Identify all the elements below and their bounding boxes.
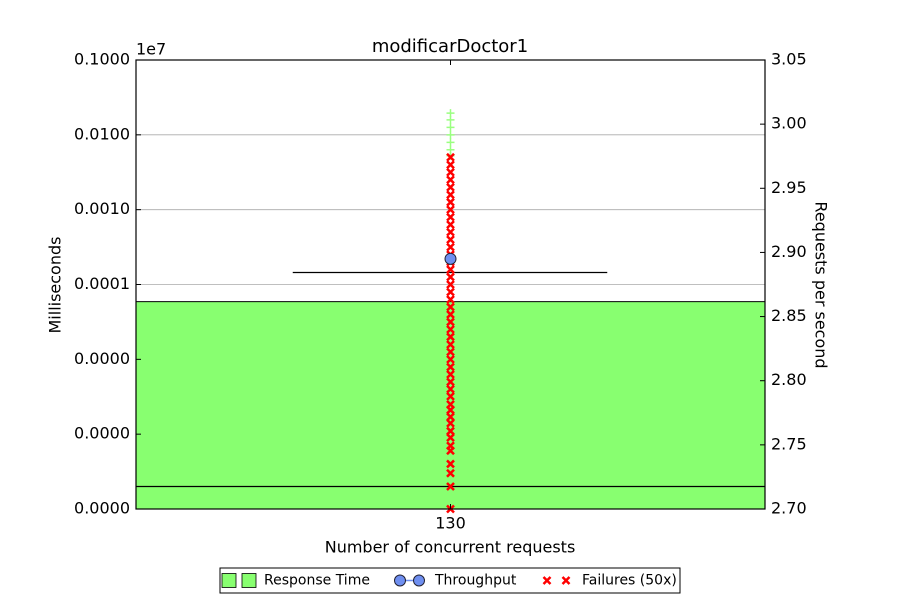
y-offset-label: 1e7 xyxy=(136,40,166,59)
failure-marker xyxy=(446,190,455,200)
failure-marker xyxy=(446,175,455,185)
y-tick-label: 0.0100 xyxy=(74,124,130,143)
y2-tick-label: 2.95 xyxy=(771,178,807,197)
failure-marker xyxy=(446,197,455,207)
failure-marker xyxy=(446,377,455,387)
failure-marker xyxy=(446,354,455,364)
failure-marker xyxy=(446,265,455,274)
failure-marker xyxy=(446,340,455,349)
failure-marker xyxy=(446,400,455,409)
y-tick-label: 0.0010 xyxy=(74,199,130,218)
y-tick-label: 0.1000 xyxy=(74,50,130,69)
legend-swatch xyxy=(221,573,237,588)
failure-marker xyxy=(446,426,455,436)
failure-marker xyxy=(446,182,455,192)
failure-marker xyxy=(446,391,455,401)
y2-tick-label: 2.70 xyxy=(771,499,807,518)
failure-marker xyxy=(446,287,455,297)
chart-title: modificarDoctor1 xyxy=(372,36,528,57)
response-sample xyxy=(446,109,455,118)
failure-marker xyxy=(446,433,455,442)
failure-marker xyxy=(446,412,455,422)
failure-marker xyxy=(446,160,455,170)
failure-marker xyxy=(446,369,455,379)
failure-marker xyxy=(446,272,455,282)
response-sample xyxy=(446,138,455,147)
y2-tick-label: 2.85 xyxy=(771,306,807,325)
y2-tick-label: 3.05 xyxy=(771,50,807,69)
failure-marker xyxy=(446,332,455,342)
failure-marker xyxy=(446,295,455,304)
x-tick-label: 130 xyxy=(435,514,466,533)
failure-marker xyxy=(446,441,455,451)
response-sample xyxy=(446,115,455,124)
legend-label: Throughput xyxy=(434,573,517,589)
throughput-point xyxy=(444,252,457,265)
legend-marker xyxy=(542,576,552,585)
failure-marker xyxy=(446,280,455,289)
y-axis-label: Milliseconds xyxy=(46,237,65,334)
response-sample xyxy=(446,130,455,139)
legend-swatch xyxy=(241,573,257,588)
y-tick-label: 0.0001 xyxy=(74,274,130,293)
y2-tick-label: 2.75 xyxy=(771,434,807,453)
failure-marker xyxy=(446,205,455,215)
failure-marker xyxy=(446,220,455,230)
failure-marker xyxy=(446,384,455,394)
failure-marker xyxy=(446,212,455,222)
y-tick-label: 0.0000 xyxy=(74,349,130,368)
y2-tick-label: 2.90 xyxy=(771,242,807,261)
y-tick-label: 0.0000 xyxy=(74,424,130,443)
failure-marker xyxy=(446,317,455,327)
legend-marker xyxy=(561,576,571,585)
legend-label: Response Time xyxy=(264,573,370,589)
failure-marker xyxy=(446,152,455,162)
failure-marker xyxy=(446,302,455,312)
legend-marker xyxy=(413,574,425,587)
failure-marker xyxy=(446,235,455,244)
failure-marker xyxy=(446,347,455,357)
legend-marker xyxy=(394,574,406,587)
y2-tick-label: 2.80 xyxy=(771,370,807,389)
failure-marker xyxy=(446,242,455,252)
failure-marker xyxy=(446,468,455,478)
x-axis-label: Number of concurrent requests xyxy=(325,538,576,557)
y2-tick-label: 3.00 xyxy=(771,114,807,133)
failure-marker xyxy=(446,227,455,237)
legend-box xyxy=(219,567,681,594)
failure-marker xyxy=(446,167,455,177)
y2-axis-label: Requests per second xyxy=(812,201,831,368)
y-tick-label: 0.0000 xyxy=(74,499,130,518)
failure-marker xyxy=(446,459,455,469)
response-sample xyxy=(446,123,455,132)
legend-label: Failures (50x) xyxy=(582,573,677,589)
failure-marker xyxy=(446,325,455,334)
failure-marker xyxy=(446,362,455,372)
response-sample xyxy=(446,145,455,154)
failure-marker xyxy=(446,482,455,491)
failure-marker xyxy=(446,310,455,319)
